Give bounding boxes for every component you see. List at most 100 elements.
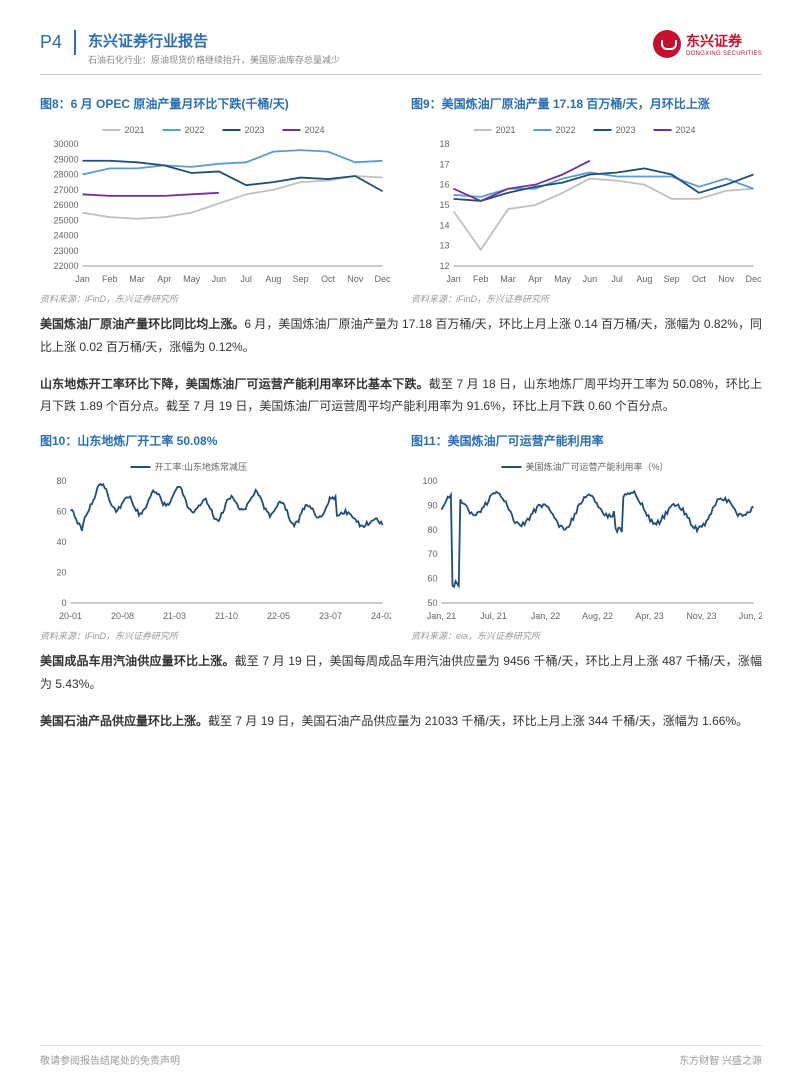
- page-footer: 敬请参阅报告结尾处的免责声明 东方财智 兴盛之源: [40, 1045, 762, 1067]
- svg-text:Jan, 21: Jan, 21: [427, 611, 457, 621]
- chart9-source: 资料来源：iFinD，东兴证券研究所: [411, 292, 762, 305]
- svg-text:2023: 2023: [616, 125, 636, 135]
- chart11-source: 资料来源：eia，东兴证券研究所: [411, 629, 762, 642]
- svg-text:Mar: Mar: [500, 274, 516, 284]
- svg-text:14: 14: [439, 220, 449, 230]
- chart11: 美国炼油厂可运营产能利用率（%） 50 60 70 80 90 100 Jan, 21 Jul,…: [411, 455, 762, 625]
- chart9-title: 图9：美国炼油厂原油产量 17.18 百万桶/天，月环比上涨: [411, 95, 762, 112]
- svg-text:17: 17: [439, 159, 449, 169]
- svg-text:20-08: 20-08: [111, 611, 134, 621]
- paragraph-2: 山东地炼开工率环比下降，美国炼油厂可运营产能利用率环比基本下跌。截至 7 月 1…: [40, 373, 762, 419]
- svg-text:Oct: Oct: [321, 274, 336, 284]
- svg-text:60: 60: [56, 507, 66, 517]
- svg-text:50: 50: [427, 598, 437, 608]
- svg-text:Mar: Mar: [129, 274, 145, 284]
- svg-text:22000: 22000: [53, 261, 78, 271]
- footer-slogan: 东方财智 兴盛之源: [679, 1052, 762, 1067]
- svg-text:29000: 29000: [53, 154, 78, 164]
- svg-text:Apr, 23: Apr, 23: [635, 611, 664, 621]
- chart10-source: 资料来源：iFinD，东兴证券研究所: [40, 629, 391, 642]
- svg-text:Aug: Aug: [265, 274, 281, 284]
- svg-text:23000: 23000: [53, 246, 78, 256]
- svg-text:美国炼油厂可运营产能利用率（%）: 美国炼油厂可运营产能利用率（%）: [526, 461, 669, 472]
- svg-text:Jan, 22: Jan, 22: [531, 611, 561, 621]
- svg-text:60: 60: [427, 574, 437, 584]
- report-title: 东兴证券行业报告: [88, 30, 340, 51]
- footer-disclaimer: 敬请参阅报告结尾处的免责声明: [40, 1052, 180, 1067]
- svg-text:20: 20: [56, 568, 66, 578]
- svg-text:30000: 30000: [53, 139, 78, 149]
- svg-text:2021: 2021: [496, 125, 516, 135]
- svg-text:Jun: Jun: [583, 274, 598, 284]
- svg-text:Nov: Nov: [347, 274, 364, 284]
- svg-text:Jan: Jan: [75, 274, 90, 284]
- svg-text:2024: 2024: [305, 125, 325, 135]
- svg-text:Feb: Feb: [473, 274, 489, 284]
- svg-text:Nov: Nov: [718, 274, 735, 284]
- svg-text:Sep: Sep: [664, 274, 680, 284]
- svg-text:Aug: Aug: [636, 274, 652, 284]
- paragraph-3: 美国成品车用汽油供应量环比上涨。截至 7 月 19 日，美国每周成品车用汽油供应…: [40, 650, 762, 696]
- paragraph-4: 美国石油产品供应量环比上涨。截至 7 月 19 日，美国石油产品供应量为 210…: [40, 710, 762, 733]
- svg-text:Apr: Apr: [157, 274, 171, 284]
- chart8-source: 资料来源：iFinD，东兴证券研究所: [40, 292, 391, 305]
- report-subtitle: 石油石化行业：原油现货价格继续抬升，美国原油库存总量减少: [88, 53, 340, 66]
- svg-text:23-07: 23-07: [319, 611, 342, 621]
- chart11-title: 图11：美国炼油厂可运营产能利用率: [411, 432, 762, 449]
- paragraph-1: 美国炼油厂原油产量环比同比均上涨。6 月，美国炼油厂原油产量为 17.18 百万…: [40, 313, 762, 359]
- svg-text:0: 0: [61, 598, 66, 608]
- svg-text:21-03: 21-03: [163, 611, 186, 621]
- svg-text:12: 12: [439, 261, 449, 271]
- svg-text:Jan: Jan: [446, 274, 461, 284]
- svg-text:2021: 2021: [125, 125, 145, 135]
- svg-text:May: May: [183, 274, 201, 284]
- svg-text:Jul: Jul: [611, 274, 623, 284]
- svg-text:2022: 2022: [185, 125, 205, 135]
- svg-text:May: May: [554, 274, 572, 284]
- page-number: P4: [40, 30, 76, 55]
- svg-text:开工率:山东地炼常减压: 开工率:山东地炼常减压: [155, 461, 248, 472]
- logo-text-cn: 东兴证券: [686, 31, 762, 51]
- svg-text:Apr: Apr: [528, 274, 542, 284]
- chart10: 开工率:山东地炼常减压 0 20 40 60 80 20-01 20-08 21-03 21-10…: [40, 455, 391, 625]
- svg-text:70: 70: [427, 549, 437, 559]
- svg-text:20-01: 20-01: [59, 611, 82, 621]
- company-logo: 东兴证券 DONGXING SECURITIES: [653, 30, 762, 58]
- svg-text:Oct: Oct: [692, 274, 707, 284]
- svg-text:100: 100: [422, 476, 437, 486]
- svg-text:Jul: Jul: [240, 274, 252, 284]
- svg-text:24-02: 24-02: [371, 611, 391, 621]
- svg-text:25000: 25000: [53, 215, 78, 225]
- svg-text:Nov, 23: Nov, 23: [686, 611, 716, 621]
- svg-text:Dec: Dec: [745, 274, 762, 284]
- svg-text:13: 13: [439, 241, 449, 251]
- svg-text:40: 40: [56, 537, 66, 547]
- svg-text:27000: 27000: [53, 185, 78, 195]
- svg-text:2024: 2024: [676, 125, 696, 135]
- chart8-title: 图8：6 月 OPEC 原油产量月环比下跌(千桶/天): [40, 95, 391, 112]
- svg-text:Feb: Feb: [102, 274, 118, 284]
- svg-text:90: 90: [427, 501, 437, 511]
- svg-text:Aug, 22: Aug, 22: [582, 611, 613, 621]
- chart9: 2021 2022 2023 2024 12 13 14 15 16 17 18 Jan Feb Mar A…: [411, 118, 762, 288]
- svg-text:15: 15: [439, 200, 449, 210]
- svg-text:22-05: 22-05: [267, 611, 290, 621]
- chart10-title: 图10：山东地炼厂开工率 50.08%: [40, 432, 391, 449]
- svg-text:80: 80: [427, 525, 437, 535]
- chart8: 2021 2022 2023 2024 22000 23000 24000 25000 2600…: [40, 118, 391, 288]
- page-header: P4 东兴证券行业报告 石油石化行业：原油现货价格继续抬升，美国原油库存总量减少…: [40, 30, 762, 75]
- svg-text:80: 80: [56, 476, 66, 486]
- svg-text:Jul, 21: Jul, 21: [480, 611, 507, 621]
- svg-text:Dec: Dec: [374, 274, 391, 284]
- svg-text:24000: 24000: [53, 231, 78, 241]
- svg-text:2022: 2022: [556, 125, 576, 135]
- svg-text:16: 16: [439, 180, 449, 190]
- svg-text:26000: 26000: [53, 200, 78, 210]
- svg-text:18: 18: [439, 139, 449, 149]
- logo-icon: [653, 30, 681, 58]
- svg-text:28000: 28000: [53, 170, 78, 180]
- svg-text:Sep: Sep: [293, 274, 309, 284]
- svg-text:Jun: Jun: [212, 274, 227, 284]
- svg-text:2023: 2023: [245, 125, 265, 135]
- svg-text:21-10: 21-10: [215, 611, 238, 621]
